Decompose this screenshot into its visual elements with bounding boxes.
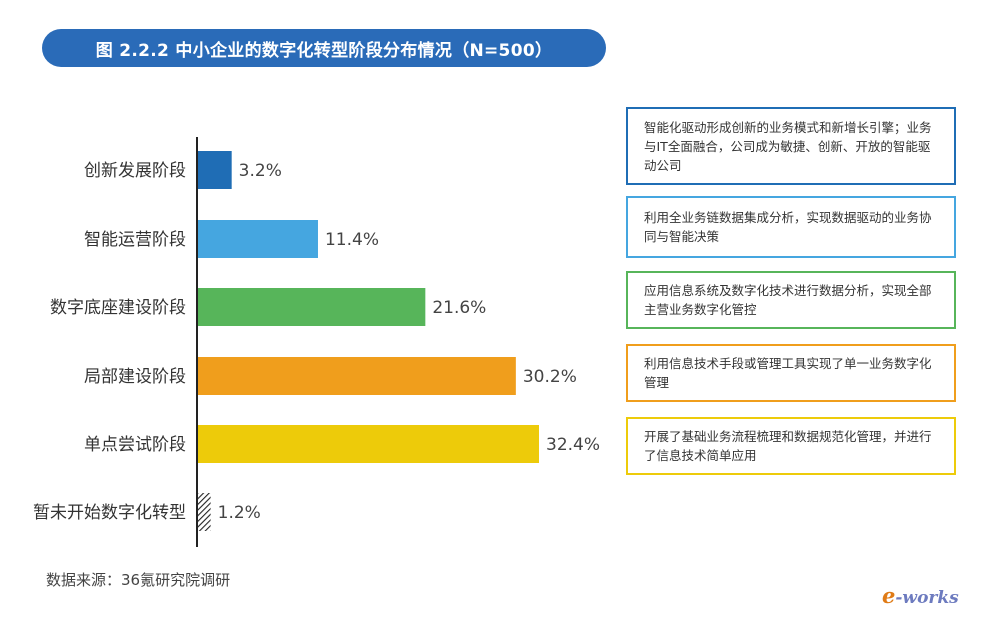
stage-description-text: 智能化驱动形成创新的业务模式和新增长引擎；业务与IT全面融合，公司成为敏捷、创新… (644, 119, 932, 173)
stage-description-box: 应用信息系统及数字化技术进行数据分析，实现全部主营业务数字化管控 (626, 271, 956, 329)
stage-description-text: 利用信息技术手段或管理工具实现了单一业务数字化管理 (644, 356, 932, 390)
bar (198, 425, 539, 463)
data-label: 3.2% (239, 161, 282, 181)
data-source: 数据来源：36氪研究院调研 (46, 571, 231, 589)
category-label: 局部建设阶段 (84, 367, 186, 387)
stage-description-text: 利用全业务链数据集成分析，实现数据驱动的业务协同与智能决策 (644, 210, 932, 244)
bar-chart: 创新发展阶段 3.2% 智能运营阶段 11.4% 数字底座建设阶段 21.6% 局部建设阶段… (33, 137, 600, 547)
data-label: 11.4% (325, 230, 379, 250)
stage-description-text: 应用信息系统及数字化技术进行数据分析，实现全部主营业务数字化管控 (644, 283, 932, 317)
stage-description-box: 智能化驱动形成创新的业务模式和新增长引擎；业务与IT全面融合，公司成为敏捷、创新… (626, 107, 956, 185)
stage-description-text: 开展了基础业务流程梳理和数据规范化管理，并进行了信息技术简单应用 (644, 429, 932, 463)
bar (198, 357, 516, 395)
category-label: 创新发展阶段 (84, 161, 186, 181)
stage-description-box: 利用全业务链数据集成分析，实现数据驱动的业务协同与智能决策 (626, 196, 956, 258)
data-label: 21.6% (432, 298, 486, 318)
data-label: 30.2% (523, 367, 577, 387)
bar (198, 151, 232, 189)
category-label: 智能运营阶段 (84, 230, 186, 250)
eworks-logo: e-works (882, 583, 959, 608)
category-label: 数字底座建设阶段 (50, 298, 186, 318)
data-label: 1.2% (218, 503, 261, 523)
data-label: 32.4% (546, 435, 600, 455)
bar (198, 220, 318, 258)
category-label: 暂未开始数字化转型 (33, 503, 186, 523)
chart-title: 图 2.2.2 中小企业的数字化转型阶段分布情况（N=500） (42, 29, 606, 67)
logo-works: -works (895, 588, 959, 608)
logo-e: e (882, 583, 896, 608)
category-label: 单点尝试阶段 (84, 435, 186, 455)
bar (198, 493, 211, 531)
stage-description-box: 利用信息技术手段或管理工具实现了单一业务数字化管理 (626, 344, 956, 402)
bar (198, 288, 426, 326)
stage-description-box: 开展了基础业务流程梳理和数据规范化管理，并进行了信息技术简单应用 (626, 417, 956, 475)
